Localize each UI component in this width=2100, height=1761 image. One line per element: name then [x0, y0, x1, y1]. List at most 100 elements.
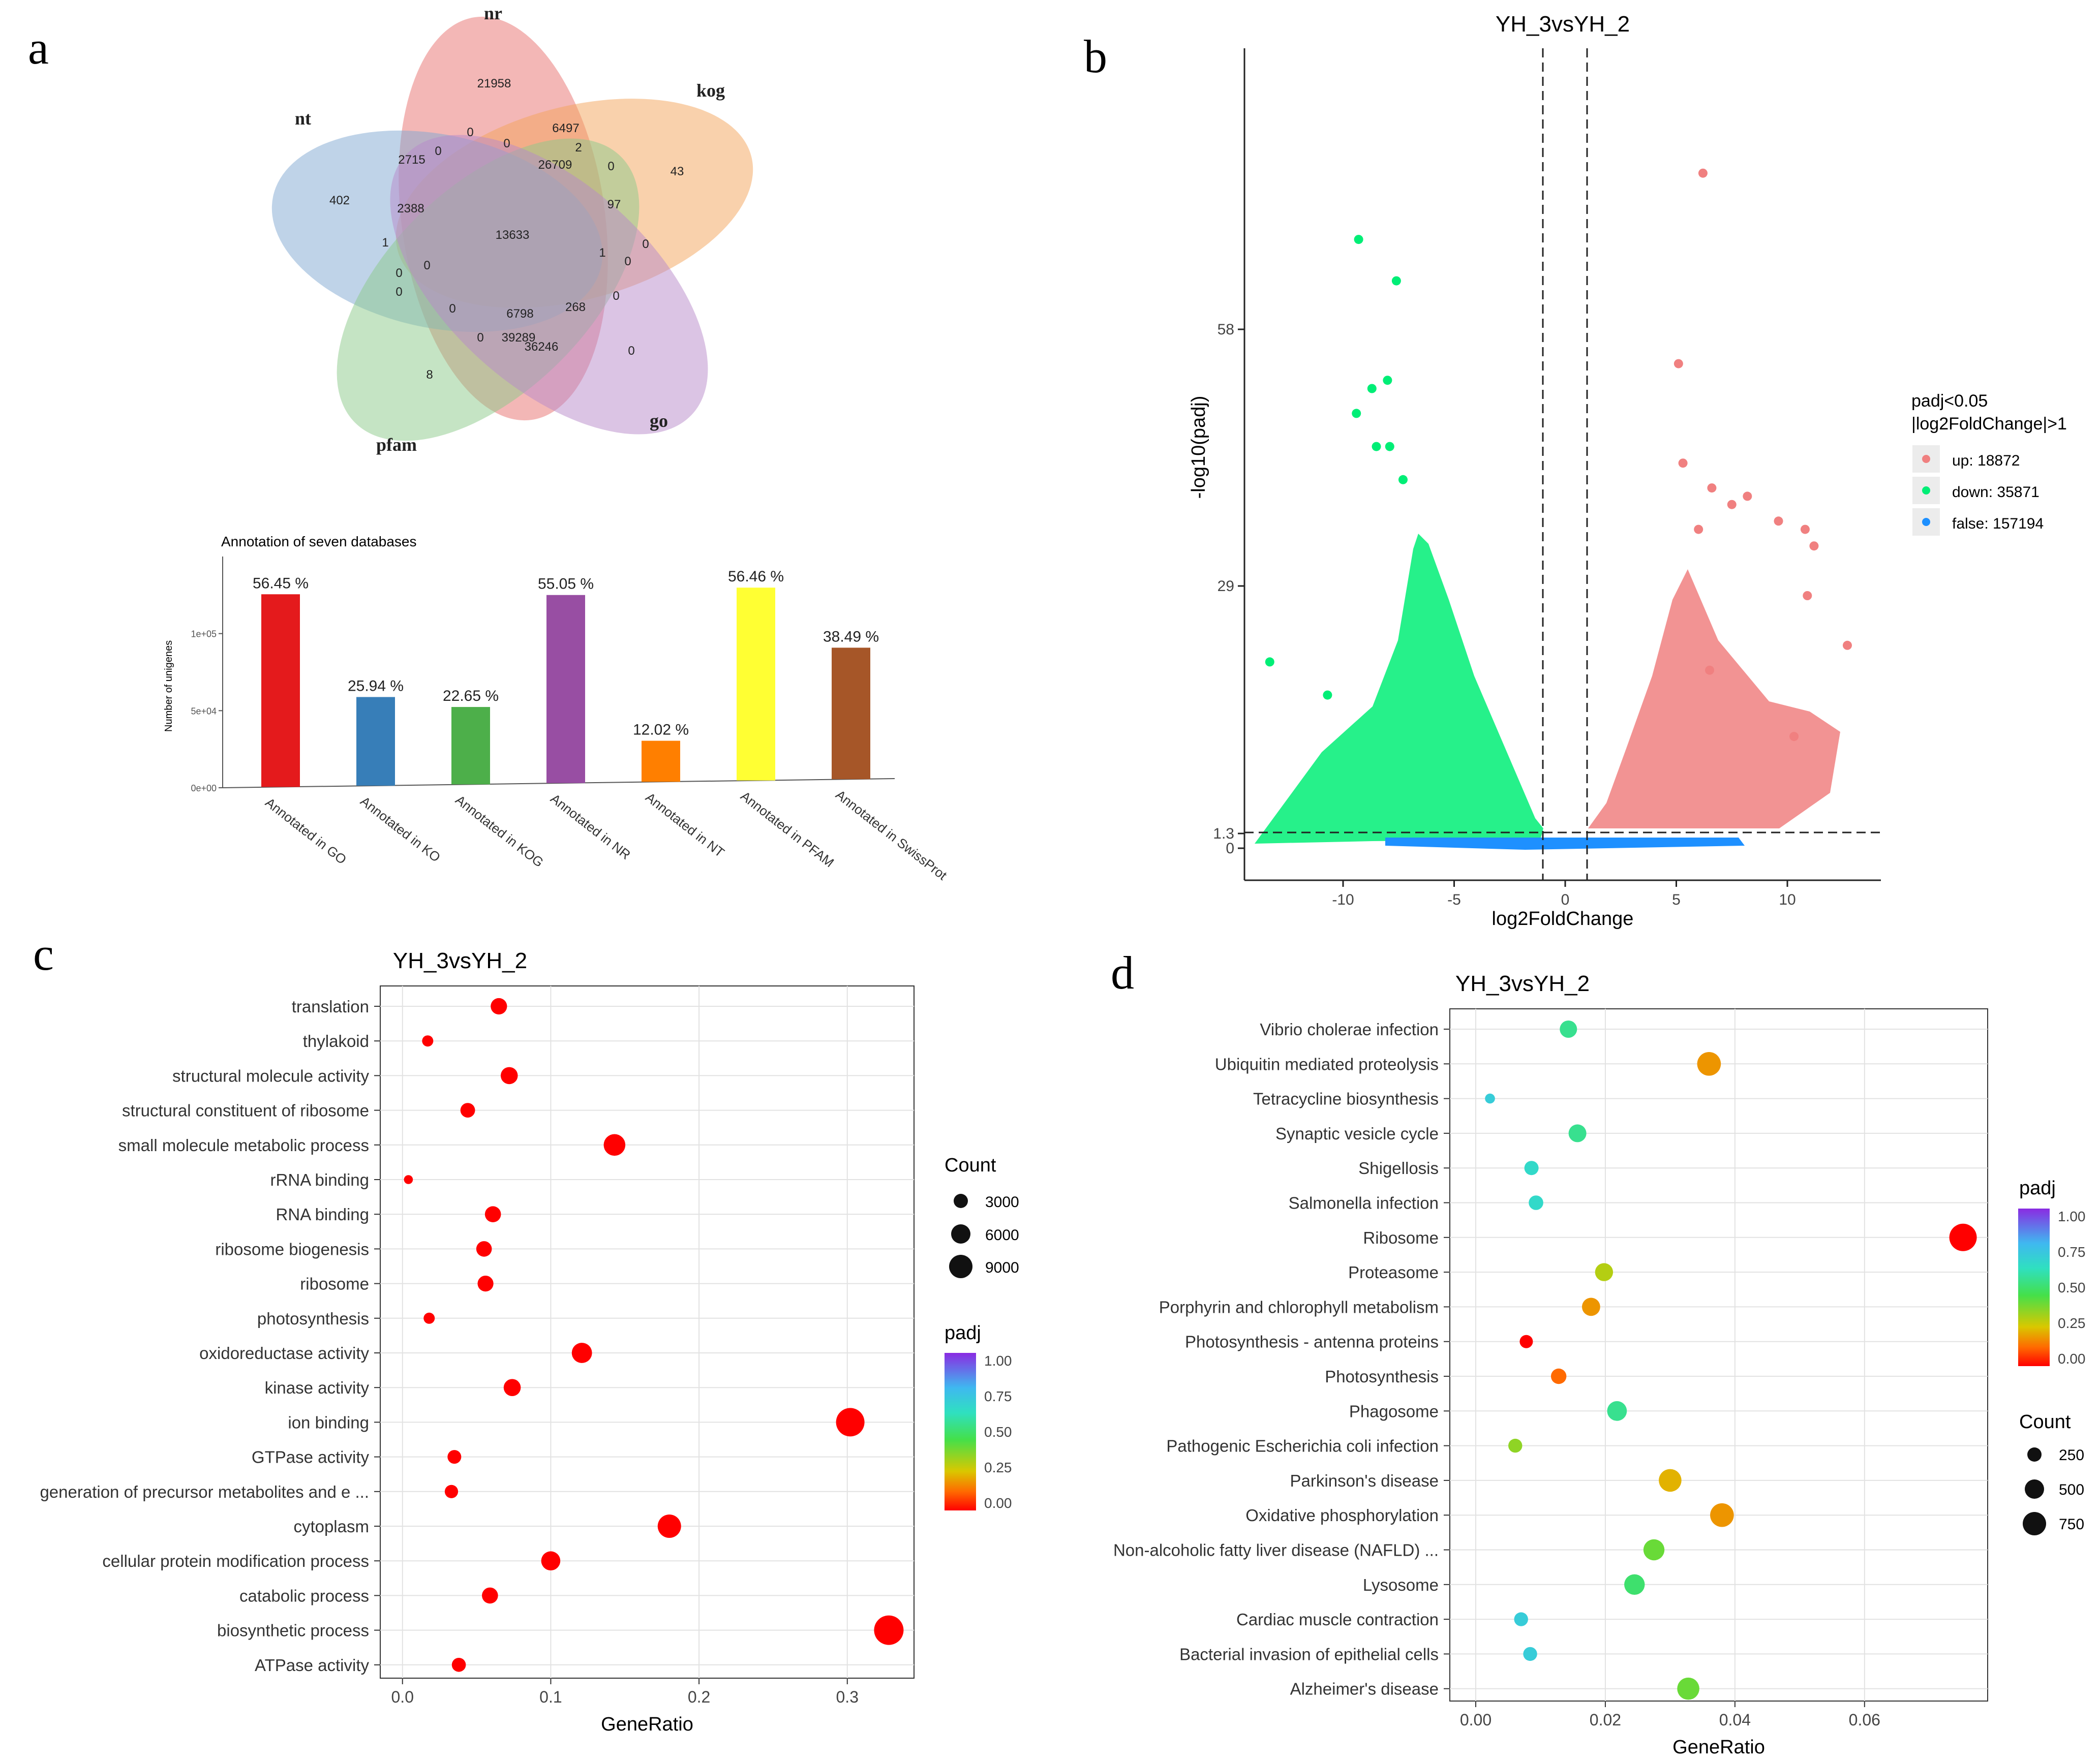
legend-down-dot [1922, 486, 1930, 495]
category-label: Oxidative phosphorylation [1245, 1506, 1439, 1525]
bar-category-label: Annotated in KO [357, 793, 443, 865]
panel-c: c YH_3vsYH_2 translation thylakoid structu… [33, 928, 1019, 1735]
x-tick-label: 0.2 [688, 1688, 710, 1706]
bar-category-label: Annotated in KOG [452, 792, 546, 870]
volcano-point [1385, 442, 1394, 451]
venn-count: 26709 [538, 158, 572, 172]
venn-count: 0 [642, 237, 649, 251]
venn-count: 402 [329, 194, 350, 207]
bar-y-tick-label: 0e+00 [191, 783, 217, 793]
category-label: ion binding [288, 1413, 369, 1432]
dot [423, 1312, 435, 1324]
volcano-point [1803, 591, 1812, 600]
category-label: Lysosome [1363, 1575, 1439, 1594]
dot [1529, 1195, 1543, 1210]
category-label: biosynthetic process [217, 1621, 369, 1640]
volcano-point [1352, 409, 1361, 418]
venn-set-label: kog [696, 80, 725, 101]
dot [482, 1587, 498, 1604]
legend-count-label: 9000 [985, 1259, 1019, 1276]
volcano-y-tick-label: 58 [1218, 321, 1234, 338]
volcano-point [1698, 168, 1708, 178]
legend-count-dot [949, 1255, 972, 1278]
category-label: thylakoid [303, 1032, 369, 1051]
category-label: Salmonella infection [1289, 1194, 1439, 1213]
volcano-title: YH_3vsYH_2 [1496, 12, 1630, 37]
bar [642, 740, 680, 782]
legend-down-label: down: 35871 [1952, 484, 2040, 501]
volcano-point [1354, 235, 1363, 244]
venn-count: 21958 [477, 77, 511, 90]
volcano-point [1367, 384, 1377, 393]
category-label: rRNA binding [270, 1170, 369, 1189]
volcano-point [1372, 442, 1381, 451]
volcano-point [1743, 491, 1752, 501]
dot [404, 1175, 413, 1184]
volcano-point [1694, 524, 1703, 534]
category-label: Phagosome [1349, 1402, 1439, 1420]
colorbar-tick-label: 0.25 [984, 1460, 1012, 1475]
dotplot-d-legend-count: Count 250 500 750 [2019, 1411, 2084, 1535]
x-tick-label: 0.00 [1460, 1711, 1492, 1729]
dotplot-c-title: YH_3vsYH_2 [393, 948, 527, 973]
volcano-point [1707, 483, 1717, 493]
category-label: kinase activity [265, 1378, 370, 1397]
legend-count-label: 3000 [985, 1194, 1019, 1211]
panel-label-b: b [1084, 30, 1107, 82]
venn-count: 6497 [552, 121, 579, 135]
legend-count-label: 750 [2059, 1516, 2084, 1533]
category-label: Pathogenic Escherichia coli infection [1166, 1437, 1439, 1456]
volcano-point [1727, 500, 1737, 509]
bar-value-label: 25.94 % [348, 677, 404, 694]
dot [447, 1450, 462, 1464]
bar [261, 594, 300, 787]
dot [1677, 1677, 1699, 1700]
dot [477, 1276, 494, 1292]
venn-count: 2388 [397, 202, 424, 215]
legend-count-label: 250 [2059, 1447, 2084, 1464]
dot [836, 1408, 865, 1437]
legend-count-dot [2027, 1447, 2042, 1462]
colorbar-tick-label: 0.50 [2058, 1280, 2086, 1295]
legend-up-dot [1922, 455, 1930, 463]
bar [356, 697, 395, 786]
dot [1508, 1438, 1523, 1453]
dot [476, 1241, 492, 1257]
venn-count: 97 [607, 198, 621, 211]
category-label: Tetracycline biosynthesis [1253, 1090, 1439, 1108]
venn-count: 36246 [525, 340, 559, 354]
x-tick-label: 0.02 [1590, 1711, 1621, 1729]
bar-chart-ylabel: Number of unigenes [163, 640, 174, 732]
volcano-point [1842, 640, 1852, 650]
bar-value-label: 55.05 % [538, 576, 594, 593]
legend-title-line2: |log2FoldChange|>1 [1911, 414, 2067, 434]
category-label: photosynthesis [257, 1309, 369, 1328]
legend-padj-title: padj [2019, 1178, 2056, 1199]
dot [1568, 1124, 1587, 1142]
category-label: Ubiquitin mediated proteolysis [1215, 1055, 1439, 1073]
category-label: Synaptic vesicle cycle [1275, 1124, 1439, 1143]
category-label: ribosome [300, 1275, 369, 1293]
dotplot-c-legend-count: Count 3000 6000 9000 [945, 1155, 1019, 1278]
dot [1607, 1401, 1627, 1421]
bar-x-axis [222, 778, 895, 788]
dotplot-d-title: YH_3vsYH_2 [1455, 971, 1590, 996]
category-label: Parkinson's disease [1290, 1471, 1439, 1490]
volcano-x-tick-label: -5 [1447, 891, 1461, 908]
legend-count-title: Count [945, 1155, 996, 1176]
category-label: Proteasome [1348, 1263, 1439, 1282]
venn-count: 0 [449, 302, 455, 316]
venn-count: 0 [467, 126, 473, 139]
volcano-point [1789, 732, 1799, 742]
venn-count: 0 [395, 285, 402, 299]
bar-value-label: 38.49 % [823, 628, 879, 645]
venn-count: 13633 [496, 228, 530, 242]
dot [1624, 1574, 1645, 1595]
venn-count: 0 [628, 344, 634, 358]
venn-count: 2 [575, 141, 582, 155]
venn-count: 1 [382, 236, 388, 250]
x-tick-label: 0.1 [539, 1688, 562, 1706]
volcano-point [1398, 475, 1408, 484]
volcano-point [1383, 376, 1392, 385]
